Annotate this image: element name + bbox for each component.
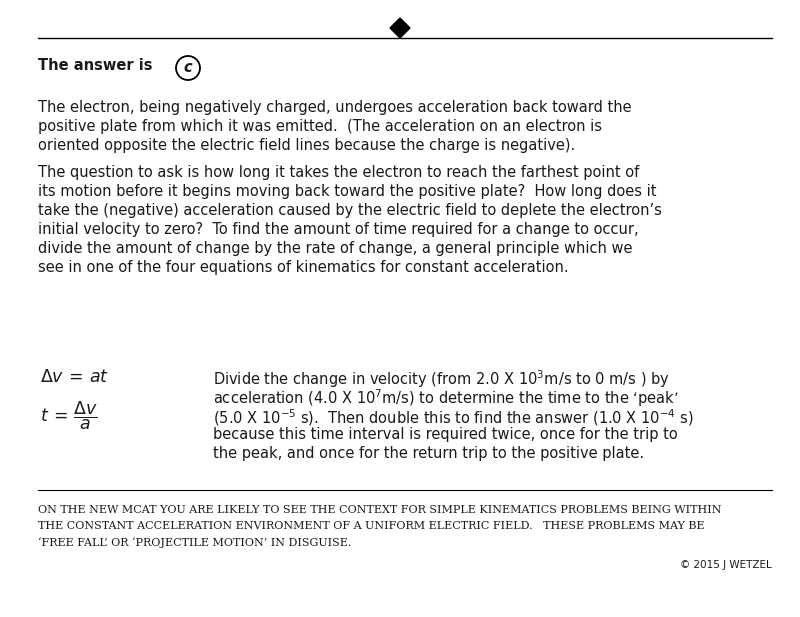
- Polygon shape: [390, 18, 410, 38]
- Text: ON THE NEW MCAT YOU ARE LIKELY TO SEE THE CONTEXT FOR SIMPLE KINEMATICS PROBLEMS: ON THE NEW MCAT YOU ARE LIKELY TO SEE TH…: [38, 505, 722, 515]
- Text: c: c: [184, 60, 192, 75]
- Text: divide the amount of change by the rate of change, a general principle which we: divide the amount of change by the rate …: [38, 241, 633, 256]
- Text: (5.0 X 10$^{-5}$ s).  Then double this to find the answer (1.0 X 10$^{-4}$ s): (5.0 X 10$^{-5}$ s). Then double this to…: [213, 407, 694, 428]
- Text: ‘FREE FALL’ OR ‘PROJECTILE MOTION’ IN DISGUISE.: ‘FREE FALL’ OR ‘PROJECTILE MOTION’ IN DI…: [38, 537, 352, 548]
- Text: $t\,{=}\,\dfrac{\Delta v}{a}$: $t\,{=}\,\dfrac{\Delta v}{a}$: [40, 400, 98, 433]
- Text: Divide the change in velocity (from 2.0 X 10$^3$m/s to 0 m/s ) by: Divide the change in velocity (from 2.0 …: [213, 368, 670, 390]
- Text: oriented opposite the electric field lines because the charge is negative).: oriented opposite the electric field lin…: [38, 138, 576, 153]
- Text: The question to ask is how long it takes the electron to reach the farthest poin: The question to ask is how long it takes…: [38, 165, 640, 180]
- Text: acceleration (4.0 X 10$^7$m/s) to determine the time to the ‘peak’: acceleration (4.0 X 10$^7$m/s) to determ…: [213, 387, 678, 409]
- Text: because this time interval is required twice, once for the trip to: because this time interval is required t…: [213, 426, 678, 442]
- Text: The answer is: The answer is: [38, 58, 158, 73]
- Text: the peak, and once for the return trip to the positive plate.: the peak, and once for the return trip t…: [213, 446, 644, 461]
- Text: The electron, being negatively charged, undergoes acceleration back toward the: The electron, being negatively charged, …: [38, 100, 632, 115]
- Text: initial velocity to zero?  To find the amount of time required for a change to o: initial velocity to zero? To find the am…: [38, 222, 639, 237]
- Text: © 2015 J WETZEL: © 2015 J WETZEL: [680, 560, 772, 570]
- Text: positive plate from which it was emitted.  (The acceleration on an electron is: positive plate from which it was emitted…: [38, 119, 602, 134]
- Text: take the (negative) acceleration caused by the electric field to deplete the ele: take the (negative) acceleration caused …: [38, 203, 662, 218]
- Text: its motion before it begins moving back toward the positive plate?  How long doe: its motion before it begins moving back …: [38, 184, 657, 199]
- Text: THE CONSTANT ACCELERATION ENVIRONMENT OF A UNIFORM ELECTRIC FIELD.   THESE PROBL: THE CONSTANT ACCELERATION ENVIRONMENT OF…: [38, 521, 705, 531]
- Text: $\Delta v\,{=}\,at$: $\Delta v\,{=}\,at$: [40, 368, 109, 386]
- Text: see in one of the four equations of kinematics for constant acceleration.: see in one of the four equations of kine…: [38, 260, 569, 275]
